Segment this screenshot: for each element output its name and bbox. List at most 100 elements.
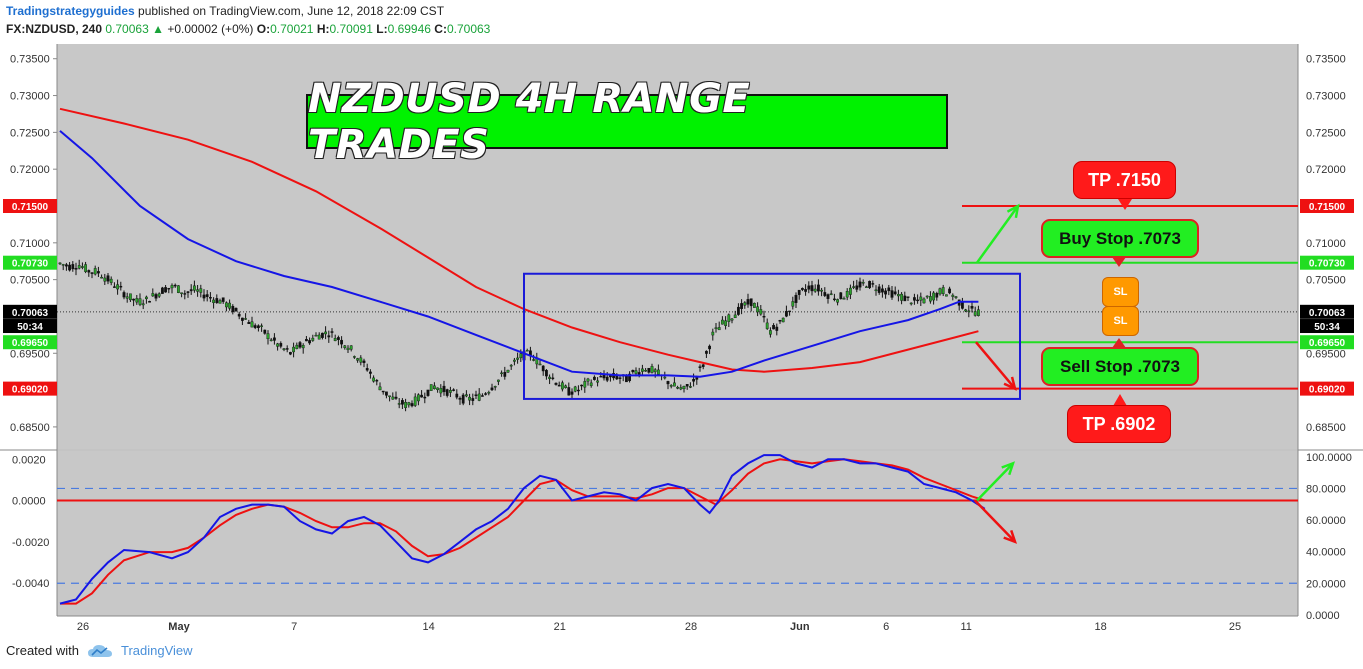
price-tag-left-bg	[3, 255, 57, 270]
candle-body	[212, 299, 215, 303]
candle-body	[484, 393, 487, 395]
candle-body	[817, 284, 820, 292]
candle-body	[260, 325, 263, 327]
candle-body	[679, 387, 683, 390]
candle-body	[500, 372, 503, 375]
candle-body	[407, 402, 411, 406]
candle-body	[909, 302, 913, 305]
price-axis-label-left: 0.71000	[10, 238, 50, 250]
price-axis-label-right: 0.70500	[1306, 275, 1346, 287]
oscillator-pane-bg	[57, 451, 1298, 616]
candle-body	[801, 288, 804, 290]
footer: Created with TradingView	[6, 643, 193, 658]
buy-arrow-icon	[975, 203, 1020, 264]
oscillator-axis-label-left: 0.0000	[12, 496, 46, 508]
candle-body	[689, 386, 692, 388]
close-value: 0.70063	[446, 22, 491, 36]
candle-body	[116, 284, 120, 290]
candle-body	[369, 371, 372, 374]
candle-body	[541, 365, 545, 372]
candle-body	[628, 373, 632, 381]
candle-body	[141, 303, 145, 306]
candle-body	[538, 363, 542, 366]
candle-body	[426, 389, 430, 396]
candle-body	[631, 369, 635, 373]
price-axis-label-left: 0.73500	[10, 54, 50, 66]
candle-body	[289, 352, 292, 355]
candle-body	[868, 280, 872, 289]
candle-body	[189, 289, 193, 292]
candle-body	[503, 372, 507, 377]
candle-body	[570, 391, 574, 395]
candle-body	[615, 375, 619, 380]
candle-body	[125, 296, 129, 299]
candle-body	[593, 376, 596, 380]
candle-body	[925, 295, 929, 298]
candle-body	[657, 369, 660, 375]
candle-body	[890, 290, 894, 298]
candle-body	[900, 293, 904, 301]
price-axis-label-left: 0.70500	[10, 275, 50, 287]
candle-body	[170, 285, 174, 289]
candle-body	[589, 382, 593, 386]
candle-body	[865, 286, 868, 288]
price-tag-left: 0.70063	[12, 308, 49, 319]
price-tag-right: 0.71500	[1309, 202, 1346, 213]
candle-body	[935, 293, 939, 298]
price-axis-label-right: 0.73000	[1306, 91, 1346, 103]
tradingview-link[interactable]: TradingView	[120, 643, 193, 658]
tp-high-pointer	[1118, 199, 1132, 210]
candle-body	[519, 353, 523, 359]
candle-body	[781, 317, 785, 323]
candle-body	[644, 370, 648, 372]
candle-body	[951, 294, 955, 297]
price-tag-left-bg	[3, 335, 57, 350]
candle-body	[391, 396, 395, 400]
candle-body	[634, 370, 638, 374]
candle-body	[676, 387, 680, 389]
candle-body	[253, 325, 257, 328]
range-box	[523, 272, 1021, 400]
candle-body	[257, 325, 260, 329]
candle-body	[682, 386, 686, 390]
tp-low-callout: TP .6902	[1067, 405, 1171, 443]
candle-body	[756, 306, 760, 313]
candle-body	[244, 318, 247, 320]
candle-body	[653, 369, 657, 373]
candle-body	[740, 303, 744, 309]
candle-body	[692, 378, 696, 382]
candle-body	[513, 359, 516, 362]
candle-body	[192, 285, 196, 291]
price-tag-right-bg	[1300, 255, 1354, 270]
price-tag-right: 0.69650	[1309, 338, 1346, 349]
candle-body	[103, 277, 107, 282]
candle-body	[794, 294, 798, 303]
price-tag-left-bg	[3, 381, 57, 396]
candle-body	[388, 395, 391, 397]
candle-body	[903, 295, 907, 302]
candle-body	[199, 288, 203, 293]
price-axis-label-right: 0.68500	[1306, 422, 1346, 434]
candle-body	[836, 299, 840, 303]
candle-body	[458, 397, 462, 400]
candle-body	[202, 294, 206, 299]
candle-body	[919, 296, 923, 301]
candle-body	[77, 265, 81, 269]
author-link[interactable]: Tradingstrategyguides	[6, 4, 135, 18]
price-axis-label-right: 0.69500	[1306, 348, 1346, 360]
chart-title-banner: NZDUSD 4H RANGE TRADES	[306, 76, 948, 168]
candle-body	[737, 306, 740, 315]
candle-body	[327, 335, 331, 338]
candle-body	[701, 364, 705, 367]
candle-body	[417, 394, 420, 402]
candle-body	[420, 394, 423, 398]
candle-body	[605, 376, 609, 381]
candle-body	[471, 398, 475, 401]
candle-body	[148, 301, 151, 303]
candle-body	[362, 360, 366, 363]
price-tag-left: 0.71500	[12, 202, 49, 213]
candle-body	[282, 348, 286, 350]
candle-body	[132, 298, 135, 301]
sell-arrow-icon-head	[1003, 376, 1017, 391]
price-axis-label-left: 0.69500	[10, 348, 50, 360]
